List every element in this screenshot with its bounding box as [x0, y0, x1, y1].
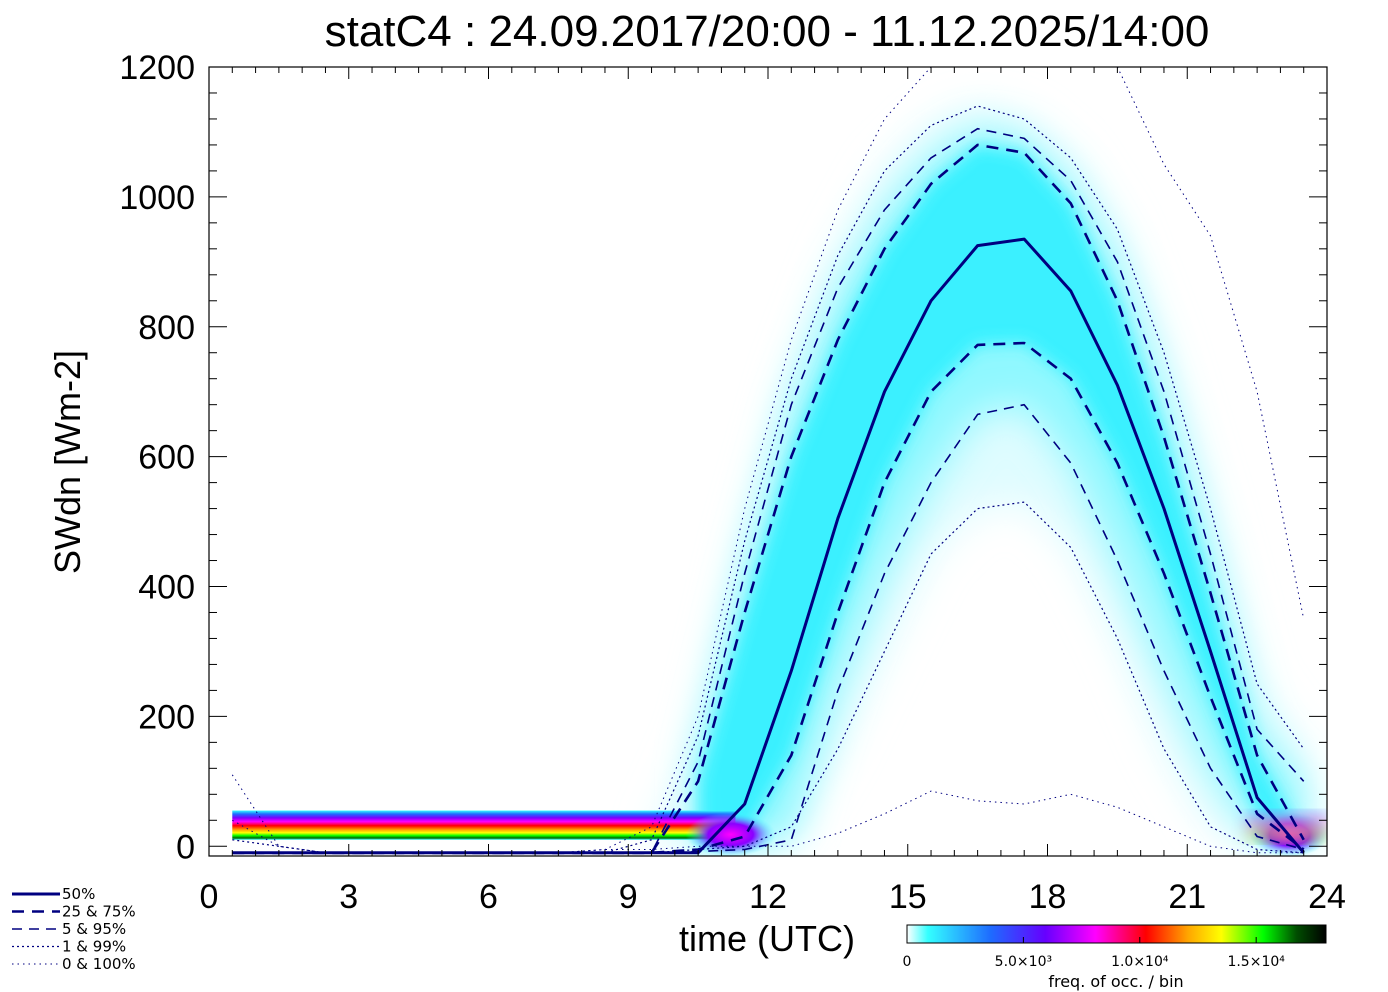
series-line-25-75-2: [232, 143, 1305, 855]
x-tick-label: 3: [339, 878, 358, 916]
colorbar: 0 5.0×10³ 1.0×10⁴ 1.5×10⁴ freq. of occ. / b…: [903, 924, 1327, 991]
x-tick-label: 15: [889, 878, 927, 916]
y-tick-label: 800: [138, 309, 195, 347]
series-line-1-99-2: [232, 105, 1305, 854]
colorbar-title: freq. of occ. / bin: [1048, 972, 1183, 991]
y-tick-label: 1200: [119, 49, 195, 87]
x-tick-label: 12: [749, 878, 787, 916]
colorbar-tick-label: 0: [903, 954, 912, 970]
colorbar-tick-label: 5.0×10³: [995, 954, 1052, 970]
legend-label: 1 & 99%: [62, 938, 126, 956]
x-tick-label: 9: [619, 878, 638, 916]
y-axis: 0 200 400 600 800 1000 1200: [119, 49, 1327, 866]
x-tick-label: 0: [200, 878, 219, 916]
x-tick-label: 6: [479, 878, 498, 916]
legend-label: 25 & 75%: [62, 903, 136, 921]
y-tick-label: 1000: [119, 179, 195, 217]
heatmap-core: [698, 144, 1304, 847]
chart-title: statC4 : 24.09.2017/20:00 - 11.12.2025/1…: [325, 7, 1210, 56]
y-tick-label: 0: [176, 828, 195, 866]
colorbar-tick-label: 1.0×10⁴: [1111, 954, 1169, 970]
x-tick-label: 18: [1029, 878, 1067, 916]
x-axis: 0 3 6 9 12 15 18 21 24: [200, 67, 1346, 916]
legend-label: 50%: [62, 885, 95, 903]
legend-label: 0 & 100%: [62, 955, 136, 973]
series-line-25-75-1: [232, 341, 1305, 855]
y-tick-label: 400: [138, 569, 195, 607]
series-line-5-95-2: [232, 127, 1305, 854]
colorbar-tick-label: 1.5×10⁴: [1227, 954, 1285, 970]
percentile-lines: [231, 67, 1305, 855]
y-tick-label: 600: [138, 439, 195, 477]
x-tick-label: 21: [1168, 878, 1206, 916]
legend: 50%25 & 75%5 & 95%1 & 99%0 & 100%: [12, 885, 136, 973]
heatmap-night-band: [232, 810, 736, 840]
x-tick-label: 24: [1308, 878, 1346, 916]
heatmap-layer: [232, 106, 1327, 856]
heatmap-mid: [698, 128, 1304, 847]
y-tick-label: 200: [138, 698, 195, 736]
x-axis-label: time (UTC): [679, 918, 855, 959]
legend-label: 5 & 95%: [62, 920, 126, 938]
y-axis-label: SWdn [Wm-2]: [47, 350, 88, 574]
colorbar-gradient: [906, 924, 1327, 944]
